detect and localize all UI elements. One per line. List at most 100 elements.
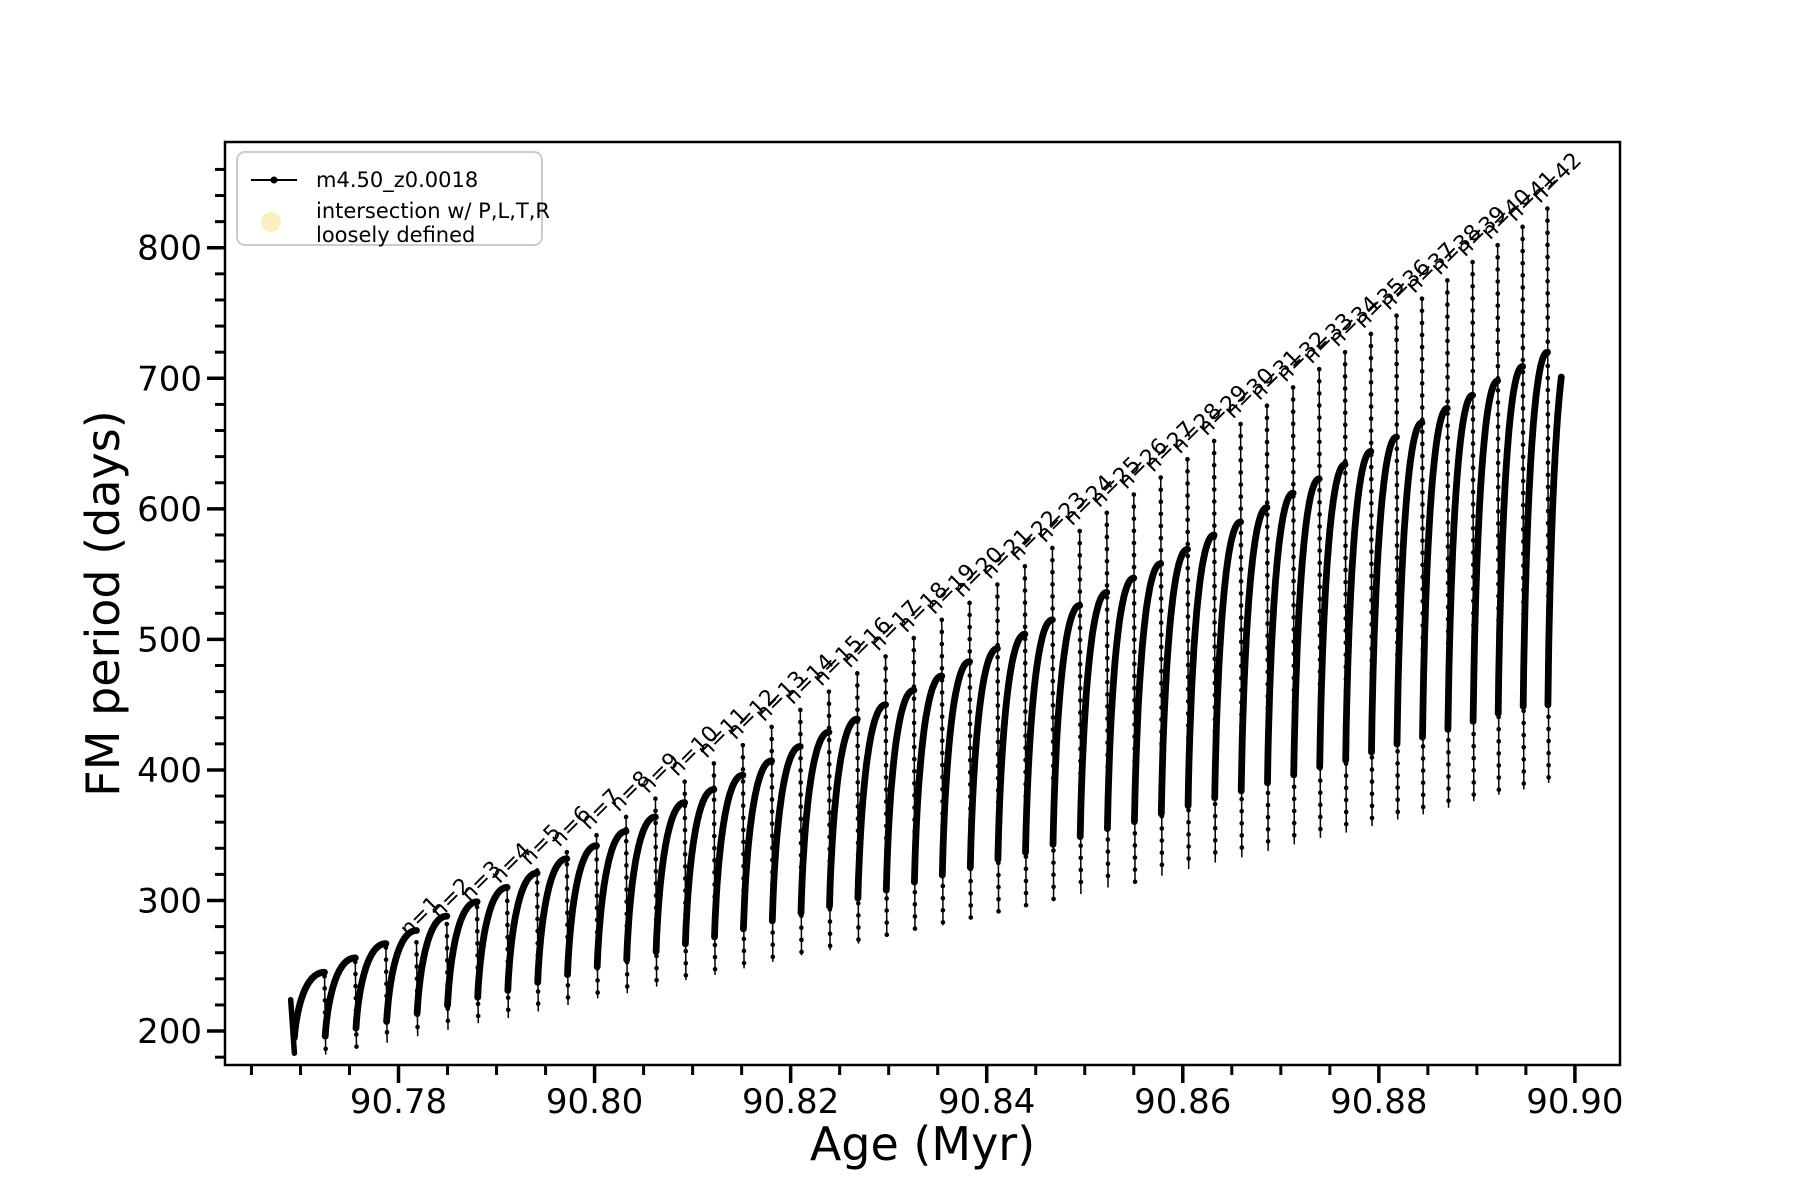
arch-segment bbox=[1022, 616, 1056, 856]
arch-segment bbox=[1264, 489, 1297, 787]
spike-markers bbox=[623, 814, 630, 996]
arch-segment bbox=[321, 954, 359, 1040]
spike-markers bbox=[740, 742, 747, 971]
arch-segment bbox=[711, 771, 747, 941]
arch-segment bbox=[1157, 545, 1191, 818]
legend-entry-series: m4.50_z0.0018 bbox=[251, 168, 478, 193]
series-start-segment bbox=[287, 996, 298, 1057]
arch-segment bbox=[413, 912, 451, 1017]
spike-markers bbox=[1545, 206, 1551, 786]
arch-segment bbox=[652, 799, 689, 956]
arch-segment bbox=[444, 898, 481, 1009]
arch-segment bbox=[1104, 574, 1138, 832]
arch-segment bbox=[290, 968, 328, 1042]
spike-markers bbox=[1185, 456, 1191, 872]
spike-markers bbox=[352, 959, 359, 1051]
arch-segment bbox=[1368, 433, 1400, 756]
arch-segment bbox=[504, 869, 541, 994]
arch-segment bbox=[1494, 363, 1526, 717]
spike-lines bbox=[322, 206, 1551, 1057]
arch-segment bbox=[797, 728, 833, 917]
y-tick-label: 300 bbox=[137, 882, 202, 922]
spike-markers bbox=[1050, 545, 1056, 903]
arch-segment bbox=[1290, 475, 1323, 779]
arch-segment bbox=[938, 658, 973, 879]
arch-segment bbox=[1393, 419, 1426, 748]
arch-segment bbox=[383, 927, 420, 1025]
legend-point-marker bbox=[270, 176, 278, 184]
spike-markers bbox=[564, 849, 571, 1008]
arch-segment bbox=[474, 884, 511, 1001]
arch-segment bbox=[623, 813, 659, 964]
x-tick-label: 90.82 bbox=[742, 1082, 839, 1122]
arch-segment bbox=[768, 743, 804, 925]
spike-line bbox=[941, 619, 944, 926]
arch-segment bbox=[593, 827, 630, 971]
spike-line bbox=[884, 656, 888, 938]
x-axis-ticks: 90.78 90.80 90.82 90.84 90.86 90.88 90.90 bbox=[249, 1065, 1624, 1122]
arch-segment bbox=[1316, 461, 1349, 771]
arch-segment bbox=[740, 757, 775, 933]
spike-markers bbox=[653, 796, 659, 989]
spike-markers bbox=[1022, 563, 1029, 910]
arch-segment bbox=[1419, 404, 1451, 741]
arch-segment bbox=[966, 645, 1001, 871]
arch-segment bbox=[882, 686, 918, 894]
spike-markers bbox=[1131, 492, 1138, 885]
arch-segment bbox=[994, 630, 1029, 863]
x-axis-label: Age (Myr) bbox=[810, 1117, 1035, 1171]
spike-markers bbox=[1104, 510, 1111, 890]
spike-markers bbox=[967, 600, 974, 922]
y-tick-label: 700 bbox=[137, 359, 202, 399]
spike-markers bbox=[1290, 385, 1297, 847]
x-tick-label: 90.78 bbox=[350, 1082, 447, 1122]
y-axis-label: FM period (days) bbox=[76, 410, 130, 796]
spike-markers bbox=[1419, 296, 1426, 817]
spike-markers bbox=[711, 761, 718, 978]
arch-segment bbox=[352, 940, 390, 1032]
series-m4-50-z0-0018 bbox=[287, 348, 1565, 1057]
legend-entry2-label-line1: intersection w/ P,L,T,R bbox=[316, 199, 550, 223]
axes: 90.78 90.80 90.82 90.84 90.86 90.88 90.90 200 30… bbox=[76, 140, 1624, 1171]
legend: m4.50_z0.0018 intersection w/ P,L,T,Rloos… bbox=[236, 151, 550, 247]
arch-segment bbox=[1131, 560, 1165, 826]
arch-segment bbox=[1211, 518, 1244, 802]
plot-border bbox=[223, 140, 1622, 1067]
arch-segment bbox=[1444, 391, 1476, 733]
y-axis-ticks: 200 300 400 500 600 700 800 bbox=[137, 167, 225, 1059]
spike-markers bbox=[322, 973, 329, 1057]
x-tick-label: 90.84 bbox=[938, 1082, 1035, 1122]
x-tick-label: 90.88 bbox=[1330, 1082, 1427, 1122]
arch-segment bbox=[1342, 448, 1375, 764]
legend-box bbox=[236, 151, 543, 246]
x-tick-label: 90.86 bbox=[1134, 1082, 1231, 1122]
y-tick-label: 500 bbox=[137, 620, 202, 660]
y-tick-label: 600 bbox=[137, 490, 202, 530]
spike-line bbox=[742, 745, 745, 969]
spike-markers bbox=[854, 671, 861, 946]
arch-segment bbox=[911, 672, 946, 886]
arch-segment bbox=[1076, 589, 1111, 841]
y-tick-label: 200 bbox=[137, 1012, 202, 1052]
spike-markers bbox=[504, 886, 511, 1021]
arch-segment bbox=[1184, 531, 1218, 809]
x-tick-label: 90.90 bbox=[1526, 1082, 1623, 1122]
spike-markers bbox=[474, 904, 481, 1026]
y-tick-label: 800 bbox=[137, 229, 202, 269]
y-tick-label: 400 bbox=[137, 751, 202, 791]
spike-annotations: n=1n=2n=3n=4n=5n=6n=7n=8n=9n=10n=11n=12n… bbox=[395, 148, 1586, 942]
arch-segment bbox=[854, 701, 889, 902]
final-partial-arch bbox=[1544, 373, 1565, 709]
spike-markers bbox=[1264, 403, 1271, 854]
arch-segment bbox=[1049, 602, 1084, 848]
legend-entry1-label: m4.50_z0.0018 bbox=[316, 168, 478, 193]
arch-segment bbox=[682, 786, 718, 948]
spike-markers bbox=[1394, 313, 1401, 822]
arch-segment bbox=[1519, 348, 1551, 710]
arch-segment bbox=[1237, 504, 1271, 795]
legend-entry2-label-line2: loosely defined bbox=[316, 223, 475, 247]
arch-segment bbox=[1469, 377, 1501, 725]
